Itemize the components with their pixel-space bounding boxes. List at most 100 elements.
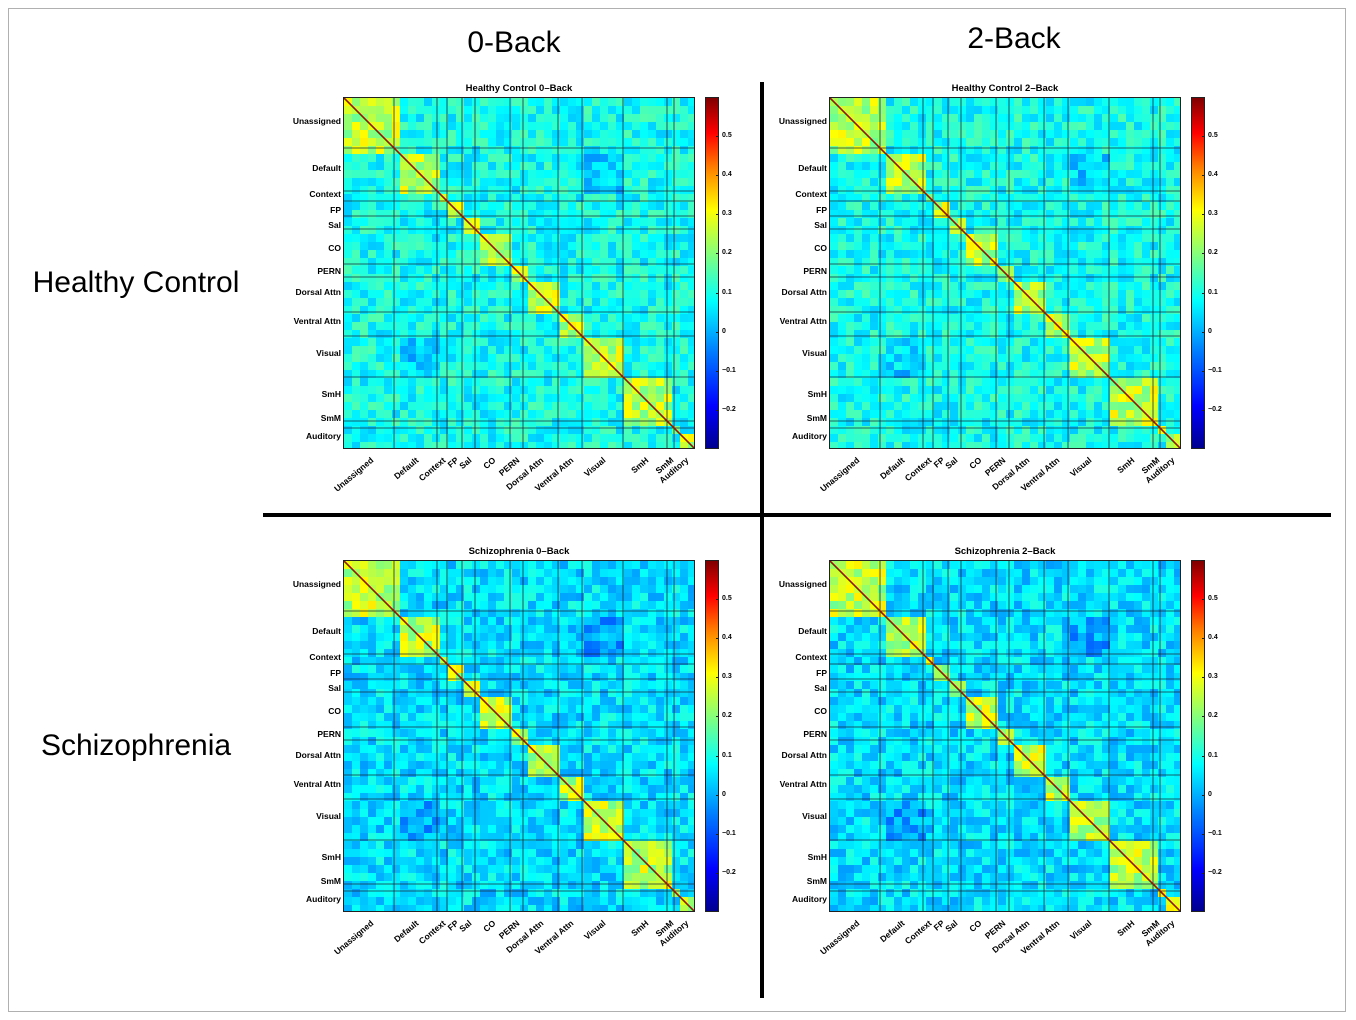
- heatmap-cell: [384, 298, 392, 306]
- heatmap-cell: [488, 689, 496, 697]
- heatmap-cell: [664, 290, 672, 298]
- heatmap-cell: [488, 577, 496, 585]
- heatmap-cell: [894, 386, 902, 394]
- heatmap-cell: [664, 609, 672, 617]
- heatmap-cell: [616, 314, 624, 322]
- heatmap-cell: [958, 138, 966, 146]
- heatmap-cell: [528, 346, 536, 354]
- heatmap-cell: [1134, 162, 1142, 170]
- heatmap-cell: [600, 378, 608, 386]
- heatmap-cell: [376, 266, 384, 274]
- heatmap-cell: [472, 186, 480, 194]
- heatmap-cell: [1142, 266, 1150, 274]
- heatmap-cell: [368, 106, 376, 114]
- heatmap-cell: [600, 210, 608, 218]
- heatmap-cell: [1086, 426, 1094, 434]
- heatmap-cell: [616, 418, 624, 426]
- heatmap-cell: [974, 346, 982, 354]
- heatmap-cell: [344, 697, 352, 705]
- heatmap-cell: [568, 426, 576, 434]
- heatmap-cell: [1086, 202, 1094, 210]
- heatmap-cell: [1046, 346, 1054, 354]
- heatmap-cell: [424, 106, 432, 114]
- heatmap-cell: [616, 641, 624, 649]
- heatmap-cell: [480, 138, 488, 146]
- heatmap-cell: [846, 282, 854, 290]
- heatmap-cell: [1078, 362, 1086, 370]
- heatmap-cell: [862, 122, 870, 130]
- heatmap-cell: [1118, 274, 1126, 282]
- heatmap-cell: [616, 306, 624, 314]
- heatmap-cell: [1158, 274, 1166, 282]
- heatmap-cell: [528, 218, 536, 226]
- heatmap-cell: [520, 178, 528, 186]
- heatmap-cell: [950, 346, 958, 354]
- heatmap-cell: [886, 330, 894, 338]
- heatmap-cell: [942, 186, 950, 194]
- heatmap-cell: [1110, 218, 1118, 226]
- heatmap-cell: [1094, 186, 1102, 194]
- heatmap-cell: [1078, 258, 1086, 266]
- heatmap-cell: [1030, 426, 1038, 434]
- heatmap-cell: [488, 122, 496, 130]
- heatmap-cell: [838, 298, 846, 306]
- heatmap-cell: [918, 98, 926, 106]
- heatmap-cell: [934, 242, 942, 250]
- heatmap-cell: [1078, 138, 1086, 146]
- heatmap-cell: [480, 274, 488, 282]
- heatmap-cell: [552, 442, 560, 448]
- heatmap-cell: [1078, 282, 1086, 290]
- heatmap-cell: [456, 681, 464, 689]
- heatmap-cell: [344, 426, 352, 434]
- heatmap-cell: [416, 298, 424, 306]
- heatmap-cell: [600, 394, 608, 402]
- heatmap-cell: [608, 729, 616, 737]
- heatmap-cell: [1070, 226, 1078, 234]
- heatmap-cell: [1006, 370, 1014, 378]
- heatmap-cell: [632, 322, 640, 330]
- colorbar-tick-label: 0.5: [1208, 132, 1218, 140]
- heatmap-cell: [472, 362, 480, 370]
- heatmap-cell: [934, 410, 942, 418]
- heatmap-cell: [1078, 194, 1086, 202]
- heatmap-cell: [1086, 266, 1094, 274]
- heatmap-cell: [600, 601, 608, 609]
- heatmap-cell: [990, 394, 998, 402]
- heatmap-cell: [592, 601, 600, 609]
- heatmap-cell: [368, 713, 376, 721]
- heatmap-cell: [560, 601, 568, 609]
- heatmap-cell: [982, 194, 990, 202]
- heatmap-cell: [408, 234, 416, 242]
- heatmap-cell: [344, 386, 352, 394]
- heatmap-cell: [998, 274, 1006, 282]
- heatmap-cell: [1006, 346, 1014, 354]
- heatmap-cell: [664, 162, 672, 170]
- heatmap-cell: [624, 154, 632, 162]
- heatmap-cell: [376, 106, 384, 114]
- heatmap-cell: [966, 282, 974, 290]
- heatmap-cell: [1174, 242, 1180, 250]
- heatmap-cell: [472, 282, 480, 290]
- heatmap-cell: [544, 282, 552, 290]
- colorbar-tick-mark: [1202, 331, 1205, 333]
- heatmap-cell: [1150, 210, 1158, 218]
- heatmap-cell: [472, 601, 480, 609]
- heatmap-cell: [838, 282, 846, 290]
- heatmap-cell: [672, 146, 680, 154]
- heatmap-cell: [424, 625, 432, 633]
- heatmap-cell: [456, 689, 464, 697]
- heatmap-cell: [512, 689, 520, 697]
- heatmap-cell: [862, 258, 870, 266]
- heatmap-cell: [1166, 410, 1174, 418]
- heatmap-cell: [862, 202, 870, 210]
- heatmap-cell: [584, 202, 592, 210]
- heatmap-cell: [544, 434, 552, 442]
- heatmap-cell: [910, 234, 918, 242]
- heatmap-cell: [1102, 314, 1110, 322]
- heatmap-cell: [448, 362, 456, 370]
- heatmap-cell: [680, 370, 688, 378]
- heatmap-cell: [576, 697, 584, 705]
- heatmap-cell: [640, 442, 648, 448]
- heatmap-cell: [982, 386, 990, 394]
- heatmap-cell: [368, 306, 376, 314]
